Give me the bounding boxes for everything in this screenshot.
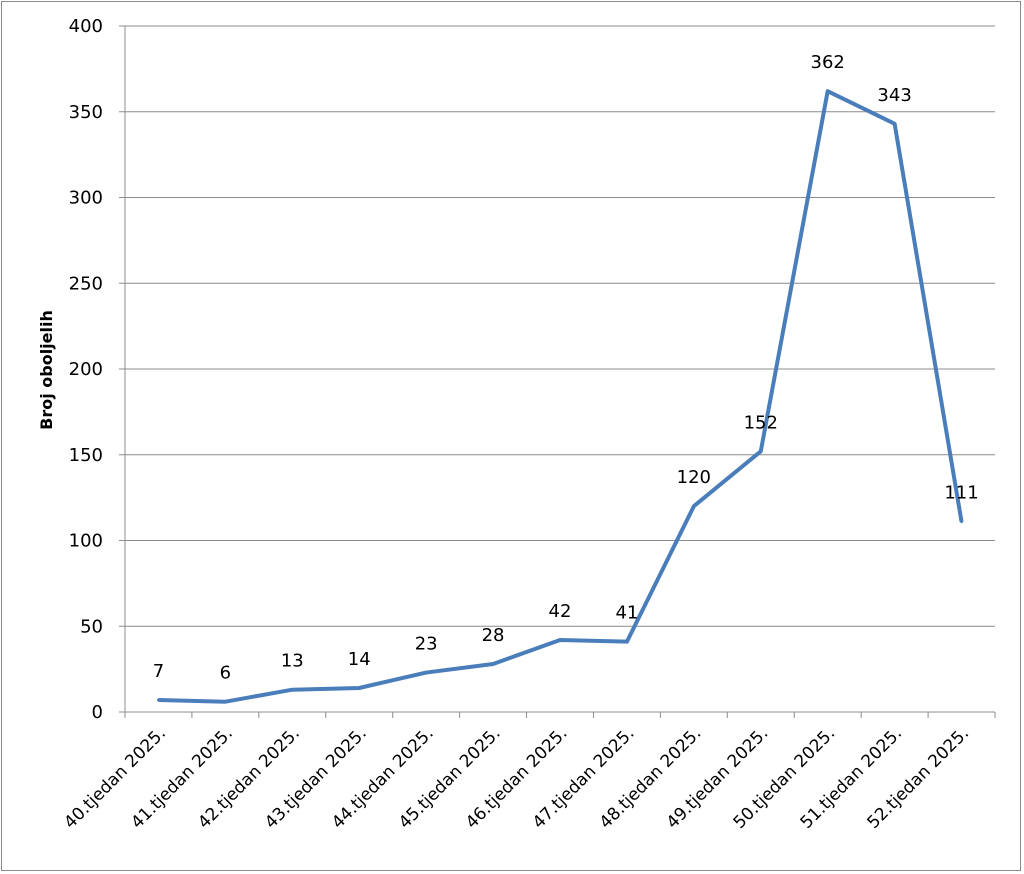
data-point [960,520,964,524]
data-label: 28 [482,625,505,646]
data-label: 13 [281,651,304,672]
y-tick-label: 250 [69,273,103,294]
data-point [290,688,294,692]
series-group [156,89,964,704]
data-label: 42 [549,601,572,622]
data-point [893,122,897,126]
data-point [692,504,696,508]
y-tick-label: 100 [69,531,103,552]
y-tick-labels: 0 50 100 150 200 250 300 350 400 [69,16,103,723]
y-tick-label: 400 [69,16,103,37]
data-point [625,640,629,644]
data-point [357,686,361,690]
data-label: 362 [811,52,845,73]
data-label: 41 [615,603,638,624]
y-tick-label: 200 [69,359,103,380]
gridlines [119,25,996,718]
data-label: 7 [153,661,164,682]
y-tick-label: 150 [69,445,103,466]
data-label: 6 [220,663,231,684]
data-label: 120 [677,467,711,488]
y-tick-label: 300 [69,188,103,209]
data-label: 14 [348,649,371,670]
data-labels: 7 6 13 14 23 28 42 41 120 152 362 343 111 [153,52,979,684]
data-point [156,698,160,702]
data-label: 343 [877,85,911,106]
data-label: 152 [744,412,778,433]
data-label: 111 [944,483,978,504]
data-point [491,662,495,666]
data-point [826,89,830,93]
data-point [223,700,227,704]
data-point [424,671,428,675]
data-point [759,449,763,453]
x-tick-labels: 40.tjedan 2025.41.tjedan 2025.42.tjedan … [60,723,973,833]
data-label: 23 [415,634,438,655]
y-axis-label: Broj oboljelih [37,310,56,430]
y-tick-label: 50 [80,616,103,637]
y-tick-label: 350 [69,102,103,123]
data-point [558,638,562,642]
y-tick-label: 0 [92,702,103,723]
